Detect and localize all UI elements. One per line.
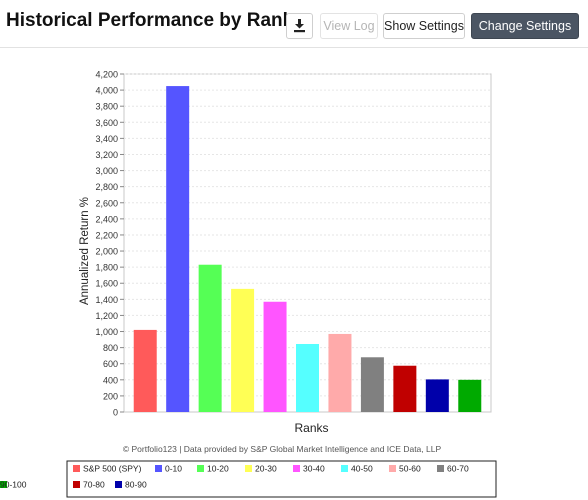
ranks-bar-chart: 0 200 400 600 800 1,000 1,200 1,400 1,600 1,800 2,… — [0, 70, 497, 498]
header: Historical Performance by Ranks View Log… — [0, 0, 588, 48]
y-tick-label: 2,600 — [95, 198, 118, 208]
legend-item-label[interactable]: 30-40 — [303, 464, 325, 474]
y-tick-label: 4,200 — [95, 70, 118, 80]
bar-60-70[interactable] — [360, 357, 384, 412]
legend-item-label[interactable]: 50-60 — [399, 464, 421, 474]
bar-90-100[interactable] — [458, 379, 482, 412]
y-tick-label: 1,600 — [95, 279, 118, 289]
legend-swatch — [341, 465, 348, 472]
download-button[interactable] — [286, 13, 313, 39]
legend-item-label[interactable]: 60-70 — [447, 464, 469, 474]
bar-80-90[interactable] — [425, 379, 449, 412]
y-tick-label: 2,400 — [95, 214, 118, 224]
show-settings-button[interactable]: Show Settings — [383, 13, 465, 39]
y-axis-label: Annualized Return % — [79, 197, 91, 305]
y-tick-label: 2,200 — [95, 230, 118, 240]
legend-swatch — [389, 465, 396, 472]
y-tick-label: 1,200 — [95, 311, 118, 321]
y-tick-label: 400 — [103, 375, 118, 385]
legend-item-label[interactable]: 70-80 — [83, 480, 105, 490]
download-icon — [294, 19, 305, 33]
y-tick-label: 1,800 — [95, 263, 118, 273]
legend-item-label[interactable]: 90-100 — [0, 480, 27, 490]
bar-0-10[interactable] — [166, 86, 190, 413]
legend-swatch — [0, 481, 7, 488]
y-tick-label: 600 — [103, 359, 118, 369]
header-divider — [0, 47, 588, 48]
bar-s-p-500-spy[interactable] — [133, 329, 157, 412]
y-tick-label: 200 — [103, 391, 118, 401]
y-tick-label: 0 — [113, 408, 118, 418]
bar-50-60[interactable] — [328, 333, 352, 412]
bar-30-40[interactable] — [263, 301, 287, 412]
legend-item-label[interactable]: 0-10 — [165, 464, 182, 474]
legend — [66, 460, 497, 498]
page-title: Historical Performance by Ranks — [6, 10, 304, 31]
view-log-button[interactable]: View Log — [320, 13, 378, 39]
y-tick-label: 2,800 — [95, 182, 118, 192]
bar-40-50[interactable] — [296, 343, 319, 412]
legend-item-label[interactable]: 20-30 — [255, 464, 277, 474]
y-tick-label: 1,000 — [95, 327, 118, 337]
legend-swatch — [437, 465, 444, 472]
bar-20-30[interactable] — [231, 288, 255, 412]
y-tick-label: 1,400 — [95, 295, 118, 305]
y-tick-label: 3,000 — [95, 166, 118, 176]
change-settings-button[interactable]: Change Settings — [471, 13, 579, 39]
legend-item-label[interactable]: 40-50 — [351, 464, 373, 474]
legend-swatch — [73, 465, 80, 472]
legend-item-label[interactable]: S&P 500 (SPY) — [83, 464, 142, 474]
legend-item-label[interactable]: 10-20 — [207, 464, 229, 474]
legend-swatch — [245, 465, 252, 472]
y-tick-label: 3,200 — [95, 150, 118, 160]
y-tick-label: 4,000 — [95, 86, 118, 96]
chart-credits: © Portfolio123 | Data provided by S&P Gl… — [123, 444, 442, 454]
y-tick-label: 3,800 — [95, 102, 118, 112]
chart-container: 0 200 400 600 800 1,000 1,200 1,400 1,600 1,800 2,… — [0, 48, 588, 500]
y-tick-label: 3,600 — [95, 118, 118, 128]
legend-swatch — [155, 465, 162, 472]
legend-swatch — [293, 465, 300, 472]
y-tick-label: 800 — [103, 343, 118, 353]
legend-item-label[interactable]: 80-90 — [125, 480, 147, 490]
x-axis-label: Ranks — [294, 421, 328, 435]
legend-swatch — [115, 481, 122, 488]
y-tick-label: 3,400 — [95, 134, 118, 144]
bar-10-20[interactable] — [198, 264, 222, 412]
legend-swatch — [73, 481, 80, 488]
y-tick-label: 2,000 — [95, 247, 118, 257]
legend-swatch — [197, 465, 204, 472]
bar-70-80[interactable] — [393, 365, 417, 412]
